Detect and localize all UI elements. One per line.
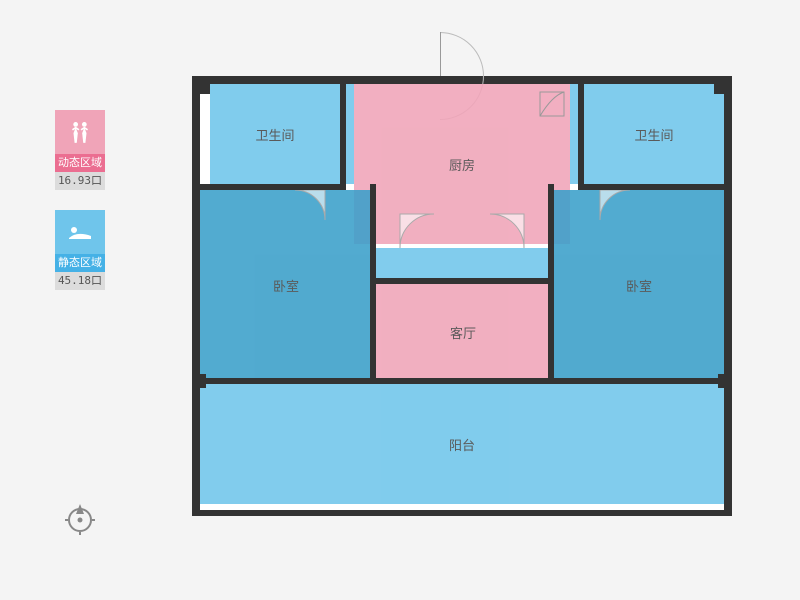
room-label: 客厅 [450, 323, 476, 342]
wall [340, 84, 346, 184]
room-label: 卫生间 [255, 125, 294, 144]
legend-dynamic: 动态区域 16.93口 [55, 110, 110, 190]
legend-static-icon [55, 210, 105, 254]
column [192, 374, 206, 388]
people-icon [67, 119, 93, 145]
room-bath_right: 卫生间 [584, 84, 724, 184]
wall [578, 84, 584, 184]
room-label: 卧室 [626, 276, 652, 295]
wall [578, 184, 724, 190]
room-living: 客厅 [376, 284, 550, 380]
room-label: 阳台 [449, 435, 475, 454]
room-label: 厨房 [449, 155, 475, 174]
legend-static: 静态区域 45.18口 [55, 210, 110, 290]
wall [200, 378, 724, 384]
floorplan: 卫生间厨房 卫生间卧室客厅 卧室阳台 [192, 76, 732, 516]
legend-dynamic-value: 16.93口 [55, 172, 105, 190]
legend-dynamic-icon [55, 110, 105, 154]
wall [200, 184, 346, 190]
wall [376, 278, 550, 284]
room-kitchen: 厨房 [354, 84, 570, 244]
legend: 动态区域 16.93口 静态区域 45.18口 [55, 110, 110, 310]
legend-static-value: 45.18口 [55, 272, 105, 290]
room-balcony: 阳台 [200, 384, 724, 504]
room-label: 卫生间 [634, 125, 673, 144]
sleep-icon [65, 221, 95, 243]
room-bed_left: 卧室 [200, 190, 372, 380]
column [718, 374, 732, 388]
room-bath_left: 卫生间 [210, 84, 340, 184]
column [714, 76, 732, 94]
compass-icon [62, 500, 98, 541]
legend-dynamic-label: 动态区域 [55, 154, 105, 172]
room-gap_left [376, 248, 550, 282]
legend-static-label: 静态区域 [55, 254, 105, 272]
room-bed_right: 卧室 [554, 190, 724, 380]
room-label: 卧室 [273, 276, 299, 295]
column [192, 76, 210, 94]
